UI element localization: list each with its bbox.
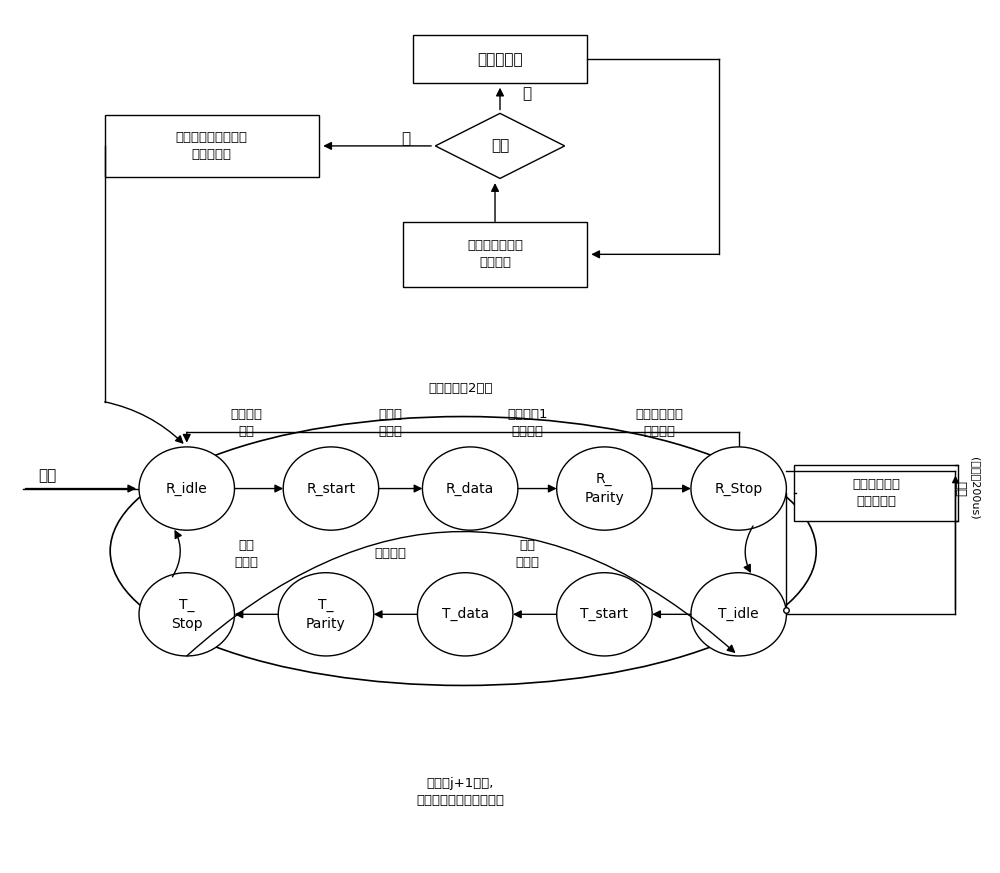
FancyBboxPatch shape [105, 114, 319, 177]
Text: 接收完第1
字节数据: 接收完第1 字节数据 [508, 409, 548, 438]
Text: 超时: 超时 [491, 139, 509, 154]
Text: 检测到下
降沿: 检测到下 降沿 [230, 409, 262, 438]
Text: 延时: 延时 [953, 480, 966, 497]
FancyBboxPatch shape [794, 464, 958, 521]
Circle shape [283, 447, 379, 530]
Text: 发送
停止位: 发送 停止位 [234, 539, 258, 568]
Circle shape [557, 447, 652, 530]
Text: T_
Stop: T_ Stop [171, 598, 203, 630]
Text: 接收字节间隔计
数器计数: 接收字节间隔计 数器计数 [467, 239, 523, 270]
FancyBboxPatch shape [403, 222, 587, 287]
Text: 否: 否 [522, 86, 531, 101]
Text: T_start: T_start [580, 608, 628, 622]
Text: T_data: T_data [442, 608, 489, 622]
Text: 发送数据: 发送数据 [375, 547, 407, 560]
Text: 接收到
起始位: 接收到 起始位 [379, 409, 403, 438]
Text: 重新接收第2字节: 重新接收第2字节 [428, 382, 492, 395]
Circle shape [691, 573, 786, 656]
Text: 接收字节间隔超时，
计数器清零: 接收字节间隔超时， 计数器清零 [176, 131, 248, 161]
FancyBboxPatch shape [413, 35, 587, 83]
Text: R_Stop: R_Stop [715, 482, 763, 496]
Circle shape [422, 447, 518, 530]
Text: 双字节指令数
据接收正确: 双字节指令数 据接收正确 [852, 478, 900, 508]
Circle shape [139, 573, 234, 656]
Text: 发送
起始位: 发送 起始位 [516, 539, 540, 568]
Text: 发送第j+1字节,
至打包的全部字节发送完: 发送第j+1字节, 至打包的全部字节发送完 [416, 777, 504, 808]
Text: 复位: 复位 [38, 468, 57, 483]
Text: R_start: R_start [306, 482, 356, 496]
Text: 接收正确的奇
偶校验位: 接收正确的奇 偶校验位 [635, 409, 683, 438]
Text: T_
Parity: T_ Parity [306, 598, 346, 630]
Circle shape [691, 447, 786, 530]
Circle shape [417, 573, 513, 656]
Circle shape [139, 447, 234, 530]
Text: R_
Parity: R_ Parity [585, 472, 624, 505]
Text: T_idle: T_idle [718, 608, 759, 622]
Text: R_data: R_data [446, 482, 494, 496]
Polygon shape [435, 113, 565, 178]
Text: 是: 是 [401, 132, 410, 147]
Text: 计数器清零: 计数器清零 [477, 52, 523, 66]
Text: R_idle: R_idle [166, 482, 208, 496]
Circle shape [557, 573, 652, 656]
Circle shape [278, 573, 374, 656]
Text: (不超过200us): (不超过200us) [970, 457, 980, 519]
